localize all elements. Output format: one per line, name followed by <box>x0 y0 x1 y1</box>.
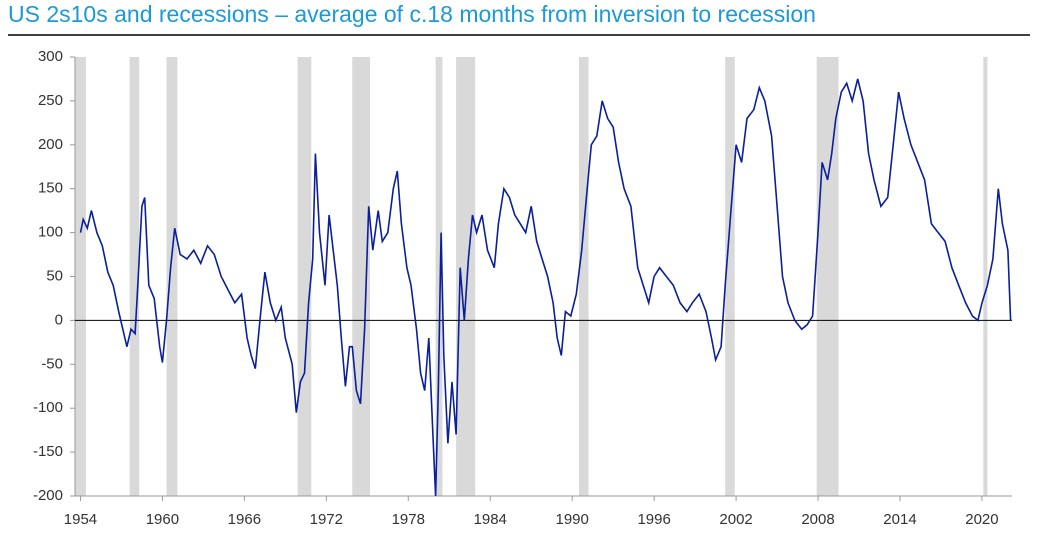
y-tick-label: 300 <box>38 48 63 65</box>
y-tick-label: 50 <box>46 267 63 284</box>
x-tick-label: 1978 <box>392 511 425 528</box>
y-tick-label: -100 <box>33 399 63 416</box>
y-tick-label: -50 <box>41 355 63 372</box>
y-tick-label: 150 <box>38 180 63 197</box>
x-tick-label: 1972 <box>310 511 343 528</box>
recession-band <box>456 57 476 496</box>
series-line <box>79 78 1012 497</box>
y-tick-label: 200 <box>38 136 63 153</box>
recession-band <box>725 57 735 496</box>
chart-title: US 2s10s and recessions – average of c.1… <box>8 1 816 27</box>
x-tick-label: 1966 <box>228 511 261 528</box>
recession-band <box>579 57 589 496</box>
y-tick-label: 0 <box>55 311 63 328</box>
y-tick-label: 100 <box>38 224 63 241</box>
x-tick-label: 2008 <box>801 511 834 528</box>
recession-band <box>435 57 443 496</box>
recession-band <box>166 57 178 496</box>
y-tick-label: 250 <box>38 92 63 109</box>
y-tick-label: -150 <box>33 443 63 460</box>
x-tick-label: 2014 <box>883 511 916 528</box>
recession-band <box>75 57 86 496</box>
x-tick-label: 2020 <box>965 511 998 528</box>
recession-band <box>297 57 312 496</box>
x-tick-label: 2002 <box>719 511 752 528</box>
recession-band <box>129 57 140 496</box>
x-tick-label: 1960 <box>146 511 179 528</box>
x-tick-label: 1984 <box>474 511 507 528</box>
recession-band <box>352 57 371 496</box>
x-tick-label: 1990 <box>555 511 588 528</box>
recession-band <box>983 57 988 496</box>
x-tick-label: 1954 <box>64 511 97 528</box>
y-tick-label: -200 <box>33 487 63 504</box>
x-tick-label: 1996 <box>637 511 670 528</box>
